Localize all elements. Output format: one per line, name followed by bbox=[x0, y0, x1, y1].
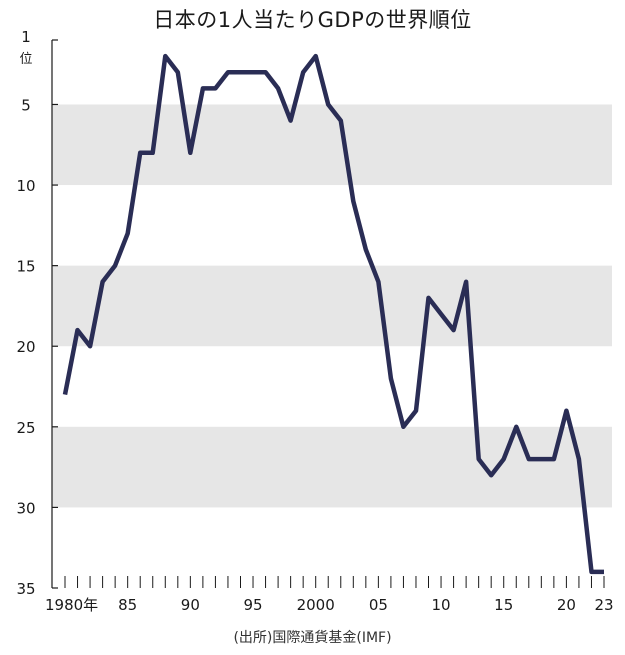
x-tick-label: 90 bbox=[181, 596, 200, 614]
x-tick-label: 1980年 bbox=[45, 596, 98, 614]
x-tick-label: 15 bbox=[494, 596, 513, 614]
y-tick-label: 1 bbox=[21, 28, 31, 46]
y-tick-label: 15 bbox=[16, 258, 35, 276]
rank-series-line bbox=[62, 53, 604, 575]
x-tick-label: 23 bbox=[594, 596, 613, 614]
shaded-band bbox=[52, 426, 612, 508]
y-tick-label: 30 bbox=[16, 499, 35, 517]
y-tick-label: 20 bbox=[16, 338, 35, 356]
y-tick-label: 25 bbox=[16, 419, 35, 437]
x-tick-label: 85 bbox=[118, 596, 137, 614]
x-tick-label: 95 bbox=[243, 596, 262, 614]
y-tick-label: 5 bbox=[21, 96, 31, 114]
series-layer bbox=[62, 53, 604, 575]
source-note: (出所)国際通貨基金(IMF) bbox=[233, 630, 392, 646]
y-tick-label: 10 bbox=[16, 177, 35, 195]
y-unit-label: 位 bbox=[19, 52, 32, 67]
shaded-band bbox=[52, 104, 612, 186]
shaded-band bbox=[52, 265, 612, 347]
shaded-bands bbox=[52, 104, 612, 508]
chart-title: 日本の1人当たりGDPの世界順位 bbox=[153, 8, 472, 32]
x-tick-label: 10 bbox=[431, 596, 450, 614]
x-tick-label: 2000 bbox=[297, 596, 335, 614]
x-tick-label: 20 bbox=[557, 596, 576, 614]
x-tick-label: 05 bbox=[369, 596, 388, 614]
x-axis: 1980年 85 90 95 2000 05 10 15 20 23 bbox=[45, 576, 614, 614]
y-tick-label: 35 bbox=[16, 580, 35, 598]
